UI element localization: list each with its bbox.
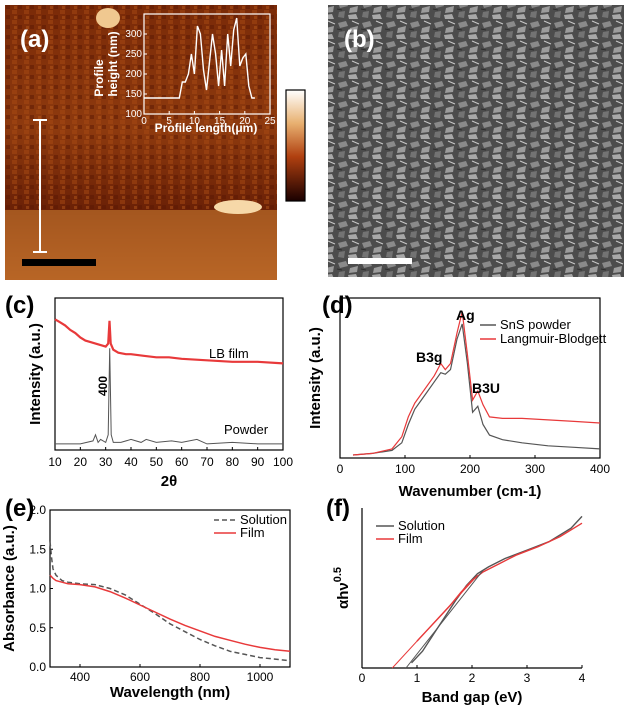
x-tick-label: 60	[175, 455, 189, 469]
y-tick-label: 150	[125, 89, 142, 100]
x-tick-label: 1	[414, 671, 421, 685]
panel-letter-e: (e)	[5, 495, 34, 522]
x-tick-label: 0	[359, 671, 366, 685]
series-line	[49, 574, 291, 653]
x-tick-label: 30	[99, 455, 113, 469]
x-tick-label: 90	[251, 455, 265, 469]
y-axis-title: Intensity (a.u.)	[27, 323, 44, 425]
profile-series-line	[144, 17, 255, 99]
inset-ylabel-line2: height (nm)	[106, 31, 120, 96]
x-tick-label: 15	[214, 116, 226, 127]
annotation-ag: Ag	[456, 307, 475, 323]
afm-substrate	[5, 210, 277, 280]
x-tick-label: 10	[189, 116, 201, 127]
series-line	[405, 569, 484, 669]
x-axis-title: Band gap (eV)	[422, 689, 523, 706]
y-axis-title: Absorbance (a.u.)	[1, 525, 18, 652]
panel-a: (a) 0 5 10 15 20 25 100 150 200 250 300 Profile he…	[5, 5, 306, 280]
scale-bar	[348, 258, 412, 264]
x-tick-label: 600	[130, 670, 150, 684]
inset-frame	[143, 13, 271, 115]
legend-label: Langmuir-Blodgett	[500, 331, 607, 346]
panel-letter-f: (f)	[326, 495, 350, 522]
panel-letter-d: (d)	[322, 292, 353, 319]
x-tick-label: 20	[74, 455, 88, 469]
x-tick-label: 100	[273, 455, 293, 469]
x-tick-label: 25	[264, 116, 276, 127]
x-tick-label: 3	[524, 671, 531, 685]
x-tick-label: 200	[460, 462, 480, 476]
x-axis-title: 2θ	[161, 473, 177, 490]
x-tick-label: 400	[590, 462, 610, 476]
x-tick-label: 400	[70, 670, 90, 684]
annotation-lb-film: LB film	[209, 346, 249, 361]
y-tick-label: 0.5	[29, 621, 46, 635]
axes-frame	[54, 297, 284, 451]
x-tick-label: 80	[226, 455, 240, 469]
y-tick-label: 1.5	[29, 542, 46, 556]
annotation-400: 400	[96, 376, 110, 396]
x-tick-label: 0	[337, 462, 344, 476]
panel-b: (b)	[328, 5, 624, 277]
inset-xlabel: Profile length(μm)	[155, 121, 258, 135]
chart-xrd: 10 20 30 40 50 60 70 80 90 100 2θ Intensity (a.u.) L…	[27, 297, 293, 490]
legend-label: Solution	[398, 518, 445, 533]
x-tick-label: 50	[150, 455, 164, 469]
scale-bar	[22, 259, 96, 266]
chart-absorbance: 400 600 800 1000 0.0 0.5 1.0 1.5 2.0 SolutionFilm…	[1, 503, 291, 701]
series-line	[352, 311, 601, 456]
x-tick-label: 70	[200, 455, 214, 469]
chart-raman: 0 100 200 300 400 SnS powderLangmuir-Blodgett…	[307, 297, 610, 500]
x-tick-label: 300	[525, 462, 545, 476]
y-tick-label: 300	[125, 29, 142, 40]
legend-label: Film	[398, 531, 423, 546]
legend-label: SnS powder	[500, 317, 571, 332]
y-tick-label: 100	[125, 109, 142, 120]
x-axis-title: Wavelength (nm)	[110, 684, 230, 701]
y-tick-label: 0.0	[29, 660, 46, 674]
x-tick-label: 5	[166, 116, 172, 127]
x-tick-label: 10	[48, 455, 62, 469]
legend-label: Film	[240, 525, 265, 540]
x-tick-label: 800	[190, 670, 210, 684]
x-tick-label: 4	[579, 671, 586, 685]
annotation-b3g: B3g	[416, 349, 442, 365]
panel-letter-b: (b)	[344, 26, 375, 53]
x-tick-label: 1000	[247, 670, 274, 684]
y-tick-label: 250	[125, 49, 142, 60]
panel-letter-c: (c)	[5, 292, 34, 319]
series-line	[391, 575, 478, 669]
x-tick-label: 2	[469, 671, 476, 685]
y-axis-title: Intensity (a.u.)	[307, 327, 324, 429]
series-line	[49, 541, 291, 662]
x-tick-label: 40	[124, 455, 138, 469]
y-tick-label: 2.0	[29, 503, 46, 517]
series-line	[55, 348, 283, 445]
inset-ylabel-line1: Profile	[92, 59, 106, 97]
series-line	[54, 318, 284, 365]
sem-image	[328, 5, 624, 277]
afm-bright-spot	[96, 8, 120, 28]
annotation-b3u: B3U	[472, 380, 500, 396]
annotation-powder: Powder	[224, 422, 269, 437]
series-line	[352, 323, 601, 456]
panel-letter-a: (a)	[20, 26, 49, 53]
colorbar	[285, 89, 306, 202]
afm-texture	[5, 5, 277, 210]
x-axis-title: Wavenumber (cm-1)	[399, 483, 542, 500]
inset-profile-plot: 0 5 10 15 20 25 100 150 200 250 300	[125, 13, 276, 127]
y-tick-label: 1.0	[29, 582, 46, 596]
y-tick-label: 200	[125, 69, 142, 80]
afm-bright-spot	[214, 200, 262, 214]
x-tick-label: 0	[141, 116, 147, 127]
y-axis-title: αhν0.5	[332, 567, 352, 609]
x-tick-label: 100	[395, 462, 415, 476]
legend-label: Solution	[240, 512, 287, 527]
x-tick-label: 20	[239, 116, 251, 127]
